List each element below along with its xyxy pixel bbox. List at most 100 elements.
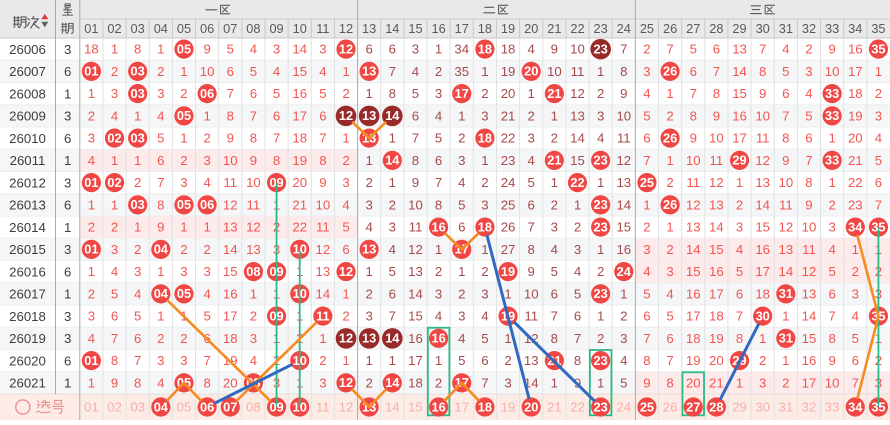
svg-text:6: 6 <box>458 220 465 235</box>
svg-text:4: 4 <box>805 86 812 101</box>
svg-text:18: 18 <box>292 131 307 146</box>
svg-text:10: 10 <box>524 286 539 301</box>
svg-text:09: 09 <box>269 308 283 323</box>
svg-text:7: 7 <box>389 64 396 79</box>
svg-text:2: 2 <box>875 86 882 101</box>
svg-text:23: 23 <box>848 197 863 212</box>
svg-text:2: 2 <box>134 175 141 190</box>
svg-text:15: 15 <box>709 242 724 257</box>
svg-text:8: 8 <box>227 108 234 123</box>
svg-text:3: 3 <box>504 375 511 390</box>
svg-text:11: 11 <box>316 220 330 235</box>
svg-text:6: 6 <box>389 286 396 301</box>
svg-text:24: 24 <box>617 264 632 279</box>
svg-text:20: 20 <box>709 353 724 368</box>
svg-text:07: 07 <box>223 399 237 414</box>
svg-text:18: 18 <box>478 21 492 36</box>
svg-text:15: 15 <box>292 64 307 79</box>
svg-text:5: 5 <box>458 353 465 368</box>
svg-text:18: 18 <box>478 130 492 145</box>
svg-text:4: 4 <box>528 42 535 57</box>
svg-text:4: 4 <box>643 86 650 101</box>
svg-text:13: 13 <box>570 108 585 123</box>
svg-text:7: 7 <box>782 108 789 123</box>
svg-text:16: 16 <box>431 21 445 36</box>
svg-text:2: 2 <box>157 331 164 346</box>
svg-text:14: 14 <box>385 21 399 36</box>
svg-text:3: 3 <box>643 242 650 257</box>
svg-text:8: 8 <box>666 375 673 390</box>
svg-text:8: 8 <box>782 131 789 146</box>
svg-text:6: 6 <box>273 108 280 123</box>
svg-text:01: 01 <box>84 64 98 79</box>
svg-text:28: 28 <box>709 399 723 414</box>
svg-text:8: 8 <box>412 153 419 168</box>
svg-text:7: 7 <box>759 42 766 57</box>
svg-text:14: 14 <box>616 197 631 212</box>
svg-text:1: 1 <box>551 375 558 390</box>
svg-text:12: 12 <box>339 264 353 279</box>
svg-text:4: 4 <box>365 220 372 235</box>
svg-text:6: 6 <box>64 64 71 79</box>
svg-text:7: 7 <box>528 220 535 235</box>
svg-text:7: 7 <box>551 309 558 324</box>
svg-text:6: 6 <box>643 131 650 146</box>
svg-text:1: 1 <box>736 375 743 390</box>
svg-text:18: 18 <box>848 86 863 101</box>
svg-text:14: 14 <box>686 242 701 257</box>
svg-text:2: 2 <box>365 175 372 190</box>
svg-text:11: 11 <box>617 131 631 146</box>
svg-text:15: 15 <box>408 309 423 324</box>
svg-text:16: 16 <box>431 331 445 346</box>
svg-text:21: 21 <box>547 400 562 415</box>
svg-text:18: 18 <box>686 331 701 346</box>
svg-text:7: 7 <box>574 331 581 346</box>
svg-text:9: 9 <box>805 197 812 212</box>
svg-text:17: 17 <box>408 353 423 368</box>
svg-text:23: 23 <box>594 21 608 36</box>
svg-text:17: 17 <box>709 286 724 301</box>
svg-text:11: 11 <box>247 197 261 212</box>
svg-text:7: 7 <box>805 153 812 168</box>
svg-text:15: 15 <box>408 21 422 36</box>
svg-text:6: 6 <box>875 175 882 190</box>
svg-text:11: 11 <box>316 308 330 323</box>
svg-text:24: 24 <box>617 21 631 36</box>
svg-text:6: 6 <box>666 331 673 346</box>
svg-text:6: 6 <box>713 42 720 57</box>
svg-text:1: 1 <box>597 64 604 79</box>
svg-text:10: 10 <box>200 64 215 79</box>
svg-text:33: 33 <box>825 86 839 101</box>
svg-text:23: 23 <box>594 197 608 212</box>
svg-text:5: 5 <box>828 264 835 279</box>
svg-text:3: 3 <box>828 220 835 235</box>
svg-text:10: 10 <box>246 175 261 190</box>
svg-text:1: 1 <box>365 86 372 101</box>
svg-text:1: 1 <box>64 86 71 101</box>
svg-text:2: 2 <box>574 220 581 235</box>
svg-text:18: 18 <box>501 42 516 57</box>
svg-text:6: 6 <box>435 153 442 168</box>
svg-text:10: 10 <box>616 108 631 123</box>
svg-text:7: 7 <box>134 353 141 368</box>
svg-text:10: 10 <box>316 197 331 212</box>
svg-text:13: 13 <box>362 108 376 123</box>
svg-text:2: 2 <box>666 108 673 123</box>
svg-text:3: 3 <box>620 331 627 346</box>
svg-text:11: 11 <box>571 64 585 79</box>
svg-text:2: 2 <box>481 175 488 190</box>
svg-text:07: 07 <box>223 21 237 36</box>
svg-text:8: 8 <box>273 153 280 168</box>
svg-text:16: 16 <box>431 219 445 234</box>
svg-text:15: 15 <box>802 331 817 346</box>
svg-text:20: 20 <box>292 175 307 190</box>
svg-text:26012: 26012 <box>9 175 46 190</box>
svg-text:3: 3 <box>852 286 859 301</box>
svg-text:2: 2 <box>666 175 673 190</box>
svg-text:2: 2 <box>111 220 118 235</box>
svg-text:2: 2 <box>88 108 95 123</box>
svg-text:9: 9 <box>203 42 210 57</box>
svg-text:5: 5 <box>574 286 581 301</box>
svg-text:10: 10 <box>755 108 770 123</box>
svg-text:18: 18 <box>408 375 423 390</box>
